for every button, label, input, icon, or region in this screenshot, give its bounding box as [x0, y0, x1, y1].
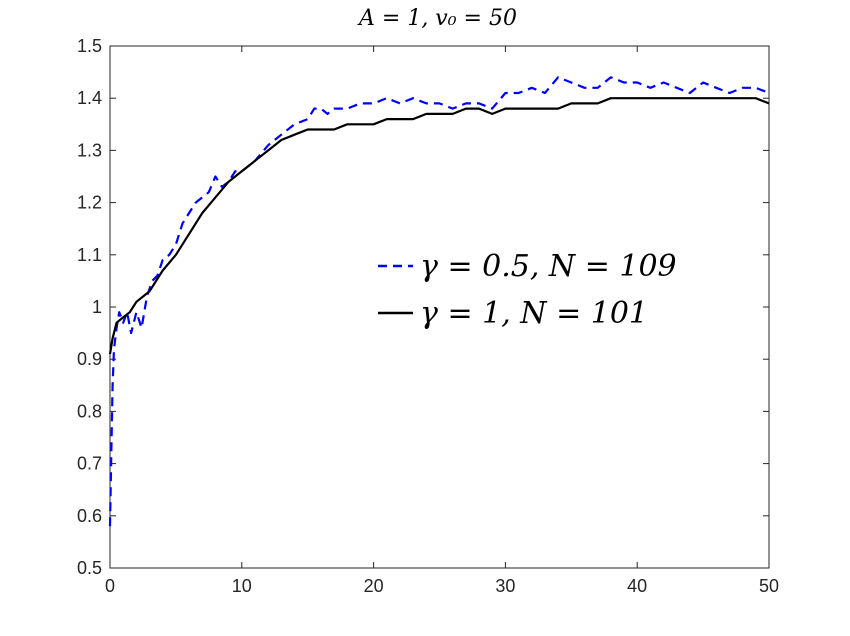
legend-label-gamma-1: γ = 1, N = 101 [420, 296, 648, 331]
series-layer [108, 76, 770, 527]
x-tick-label: 10 [232, 576, 252, 596]
y-tick-label: 0.7 [77, 454, 102, 474]
y-tick-label: 0.9 [77, 349, 102, 369]
y-tick-label: 1 [92, 297, 102, 317]
x-tick-label: 0 [105, 576, 115, 596]
y-tick-label: 0.8 [77, 401, 102, 421]
y-tick-label: 1.4 [77, 88, 102, 108]
y-tick-label: 1.3 [77, 140, 102, 160]
series-line-gamma-1 [108, 97, 770, 355]
y-tick-label: 0.6 [77, 506, 102, 526]
y-tick-label: 1.2 [77, 193, 102, 213]
x-tick-label: 20 [364, 576, 384, 596]
y-tick-label: 1.1 [77, 245, 102, 265]
chart-title: A = 1, v₀ = 50 [357, 6, 517, 31]
y-tick-label: 1.5 [77, 36, 102, 56]
x-tick-label: 30 [495, 576, 515, 596]
plot-frame [109, 45, 770, 569]
axis-ticks: 0 10 20 30 40 50 0.5 0.6 0.7 0.8 0.9 1 1.1 1.2 1.3 1.4 1… [77, 36, 779, 596]
x-tick-label: 40 [627, 576, 647, 596]
x-tick-label: 50 [759, 576, 779, 596]
legend-label-gamma-0.5: γ = 0.5, N = 109 [420, 249, 677, 284]
legend: γ = 0.5, N = 109 γ = 1, N = 101 [378, 249, 677, 331]
y-tick-label: 0.5 [77, 558, 102, 578]
